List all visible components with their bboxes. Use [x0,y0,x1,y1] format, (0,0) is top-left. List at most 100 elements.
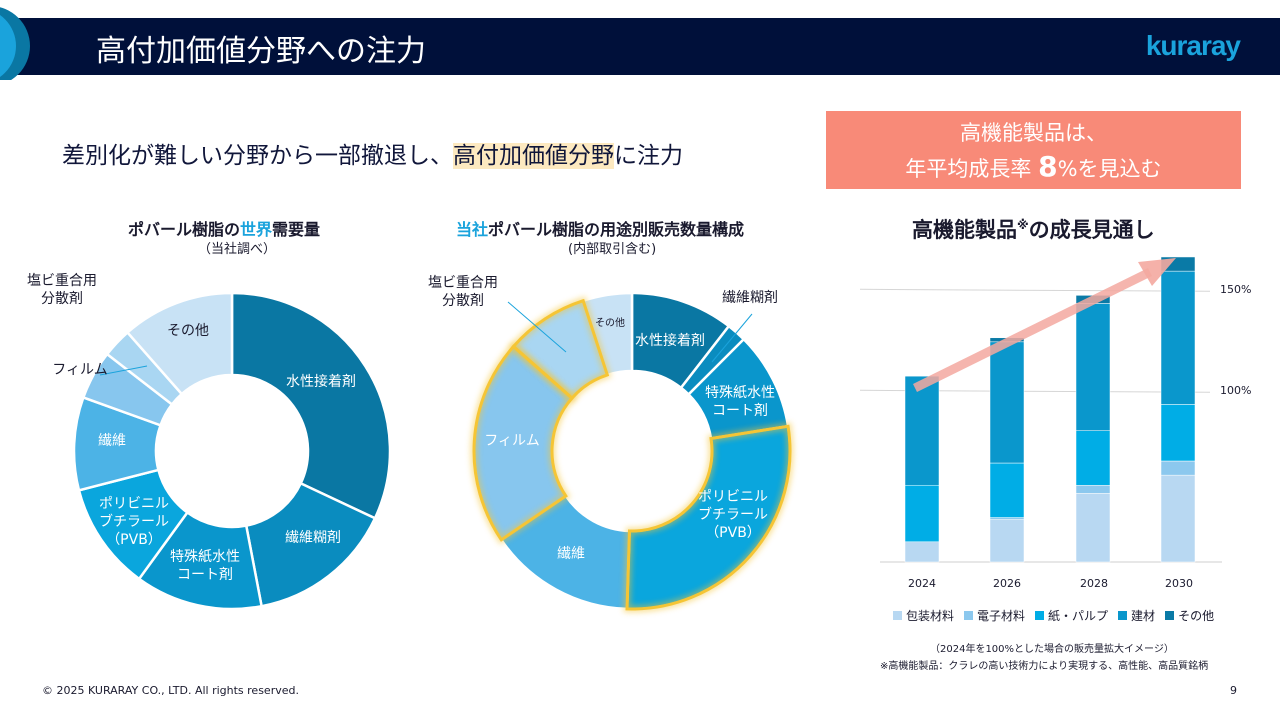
d2-label: フィルム [484,433,540,449]
legend-swatch [1035,611,1045,620]
legend-swatch [1118,611,1128,620]
callout-number: 8 [1038,150,1058,183]
d1-label: ポリビニルブチラール（PVB） [99,496,169,548]
page-title: 高付加価値分野への注力 [96,34,426,69]
legend-swatch [964,611,974,620]
d1-label: フィルム [52,362,108,378]
d2-label: ポリビニルブチラール（PVB） [698,489,768,541]
bar-segment [1160,474,1196,563]
bar-segment [989,519,1025,563]
bar-segment [989,517,1025,520]
bar-segment [1075,430,1111,486]
lead-message: 差別化が難しい分野から一部撤退し、高付加価値分野に注力 [62,136,683,170]
donut-slice [230,291,392,520]
callout-line1: 高機能製品は、 [960,121,1107,145]
t-hl: 世界 [240,220,273,239]
legend-label: 紙・パルプ [1048,609,1109,623]
y-tick-label: 150% [1220,283,1252,296]
legend-label: 包装材料 [906,609,955,623]
legend-item: 紙・パルプ [1035,607,1108,624]
t2: ポバール樹脂の用途別販売数量構成 [488,220,745,239]
kuraray-logo: kuraray [1145,30,1241,61]
legend-swatch [1165,611,1175,620]
bar-segment [1160,460,1196,476]
legend-item: 建材 [1118,607,1155,624]
donut1-title: ポバール樹脂の世界需要量 [128,216,320,240]
d1-label: 水性接着剤 [286,374,356,390]
x-tick-label: 2028 [1080,577,1108,590]
d2-label: 繊維糊剤 [722,290,778,306]
bar-segment [1160,404,1196,462]
leader-line [99,365,148,376]
bar-segment [1075,493,1111,563]
t-hl: 当社 [456,220,489,239]
title-decoration-icon [0,7,30,80]
t: 高機能製品 [912,218,1017,242]
t2: 需要量 [272,220,321,239]
highlight-outline [511,298,610,401]
bar-segment [904,484,940,543]
bar-segment [1075,303,1111,431]
bar-segment [904,375,940,486]
bar-segment [1160,270,1196,405]
x-tick-label: 2030 [1165,577,1193,590]
x-tick-label: 2024 [908,577,936,590]
d2-label: 塩ビ重合用分散剤 [428,275,498,309]
d1-label: 特殊紙水性コート剤 [170,549,240,583]
t2: の成長見通し [1028,218,1155,242]
footnote: ※高機能製品：クラレの高い技術力により実現する、高性能、高品質銘柄 [880,661,1209,672]
legend-label: 電子材料 [977,609,1026,623]
d2-label: 水性接着剤 [635,333,705,349]
highlight-outline [472,344,575,542]
growth-callout: 高機能製品は、 年平均成長率 8%を見込む [826,111,1241,189]
copyright: © 2025 KURARAY CO., LTD. All rights rese… [42,684,299,697]
bar-note: （2024年を100%とした場合の販売量拡大イメージ） [930,644,1174,655]
donut-slice [125,291,234,396]
legend-item: 電子材料 [964,607,1025,624]
d1-label: 繊維糊剤 [285,530,341,546]
d1-label: 塩ビ重合用分散剤 [27,273,97,307]
donut-slice [244,481,377,608]
callout-pre: 年平均成長率 [905,157,1039,181]
donut-world-demand [72,291,392,611]
legend-label: その他 [1178,609,1215,623]
legend-item: 包装材料 [893,607,954,624]
t: ポバール樹脂の [128,220,241,239]
legend-item: その他 [1165,607,1214,624]
d2-label: その他 [595,318,625,329]
lead-text: 差別化が難しい分野から一部撤退し、 [62,143,453,169]
lead-text-end: に注力 [614,143,683,169]
donut1-subtitle: （当社調べ） [198,242,277,257]
donut-company-sales [470,291,794,613]
legend-swatch [893,611,902,620]
lead-highlight: 高付加価値分野 [453,143,614,169]
legend-label: 建材 [1131,609,1156,623]
donut2-subtitle: (内部取引含む) [568,242,657,257]
x-tick-label: 2026 [993,577,1021,590]
bar-segment [1075,484,1111,494]
y-tick-label: 100% [1220,384,1252,397]
donut2-title: 当社ポバール樹脂の用途別販売数量構成 [456,216,744,240]
d2-label: 繊維 [557,546,585,562]
bar-chart-title: 高機能製品※の成長見通し [912,214,1155,244]
d1-label: 繊維 [98,433,126,449]
d2-label: 特殊紙水性コート剤 [705,385,775,419]
trend-arrow [913,267,1152,393]
bar-segment [989,341,1025,464]
t-mark: ※ [1017,218,1029,232]
leader-line [507,301,567,353]
bar-chart-growth [859,256,1222,563]
d1-label: その他 [167,323,209,339]
leader-line [711,313,753,363]
callout-line2: 年平均成長率 8%を見込む [826,150,1241,186]
bar-segment [989,462,1025,518]
page-number: 9 [1230,684,1237,697]
gridline [859,288,1211,292]
trend-arrow-head-icon [1138,258,1176,286]
bar-legend: 包装材料 電子材料 紙・パルプ 建材 その他 [893,607,1214,624]
highlight-outline [625,424,792,611]
callout-post: %を見込む [1057,157,1162,181]
bar-segment [904,541,940,563]
title-bar [0,18,1280,75]
